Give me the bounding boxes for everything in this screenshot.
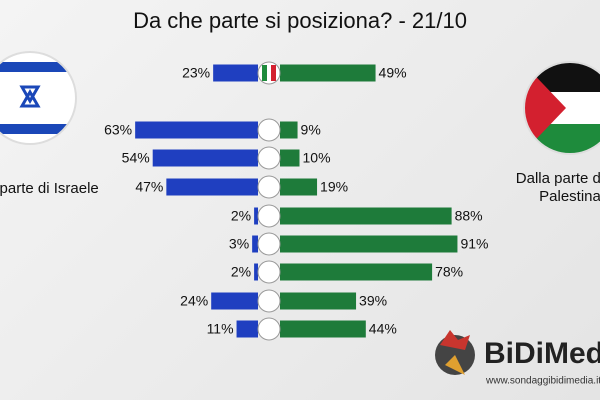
bar-right [280, 64, 376, 82]
value-label-left: 63% [104, 122, 132, 138]
bar-left [152, 149, 258, 167]
value-label-left: 47% [135, 179, 163, 195]
bar-right [280, 292, 357, 310]
bar-right [280, 149, 300, 167]
value-label-left: 2% [231, 264, 251, 280]
brand: BiDiMedia [484, 337, 600, 370]
party-logo [257, 175, 281, 199]
bar-left [236, 320, 258, 338]
party-logo [257, 317, 281, 341]
party-logo [257, 232, 281, 256]
bar-left [252, 235, 258, 253]
bar-right [280, 320, 366, 338]
value-label-right: 49% [379, 65, 407, 81]
bar-right [280, 121, 298, 139]
bar-left [213, 64, 258, 82]
bar-left [135, 121, 258, 139]
value-label-right: 19% [320, 179, 348, 195]
party-logo [257, 204, 281, 228]
value-label-left: 23% [182, 65, 210, 81]
bar-left [254, 207, 258, 225]
value-label-left: 54% [122, 150, 150, 166]
bar-left [166, 178, 258, 196]
value-label-right: 88% [455, 208, 483, 224]
bar-right [280, 235, 458, 253]
bar-left [211, 292, 258, 310]
flag-green [262, 65, 267, 81]
bar-right [280, 263, 433, 281]
legend-left: Dalla parte di Israele [0, 180, 99, 197]
value-label-left: 3% [229, 236, 249, 252]
brand-url: www.sondaggibidimedia.it [485, 376, 600, 387]
flag-red [271, 65, 276, 81]
bar-right [280, 178, 318, 196]
palestine-flag [524, 62, 600, 154]
rooster-logo [435, 330, 475, 375]
israel-flag [0, 52, 76, 144]
bar-left [254, 263, 258, 281]
value-label-right: 9% [301, 122, 321, 138]
value-label-left: 24% [180, 293, 208, 309]
value-label-right: 78% [435, 264, 463, 280]
value-label-left: 2% [231, 208, 251, 224]
bar-right [280, 207, 452, 225]
value-label-right: 39% [359, 293, 387, 309]
value-label-left: 11% [207, 321, 234, 337]
party-logo [257, 289, 281, 313]
chart-title: Da che parte si posiziona? - 21/10 [133, 8, 467, 33]
value-label-right: 44% [369, 321, 397, 337]
party-logo [257, 61, 281, 85]
party-logo [257, 118, 281, 142]
value-label-right: 10% [303, 150, 331, 166]
party-logo [257, 146, 281, 170]
legend-right: Dalla parte della Palestina [515, 170, 600, 205]
party-logo [257, 260, 281, 284]
value-label-right: 91% [460, 236, 488, 252]
